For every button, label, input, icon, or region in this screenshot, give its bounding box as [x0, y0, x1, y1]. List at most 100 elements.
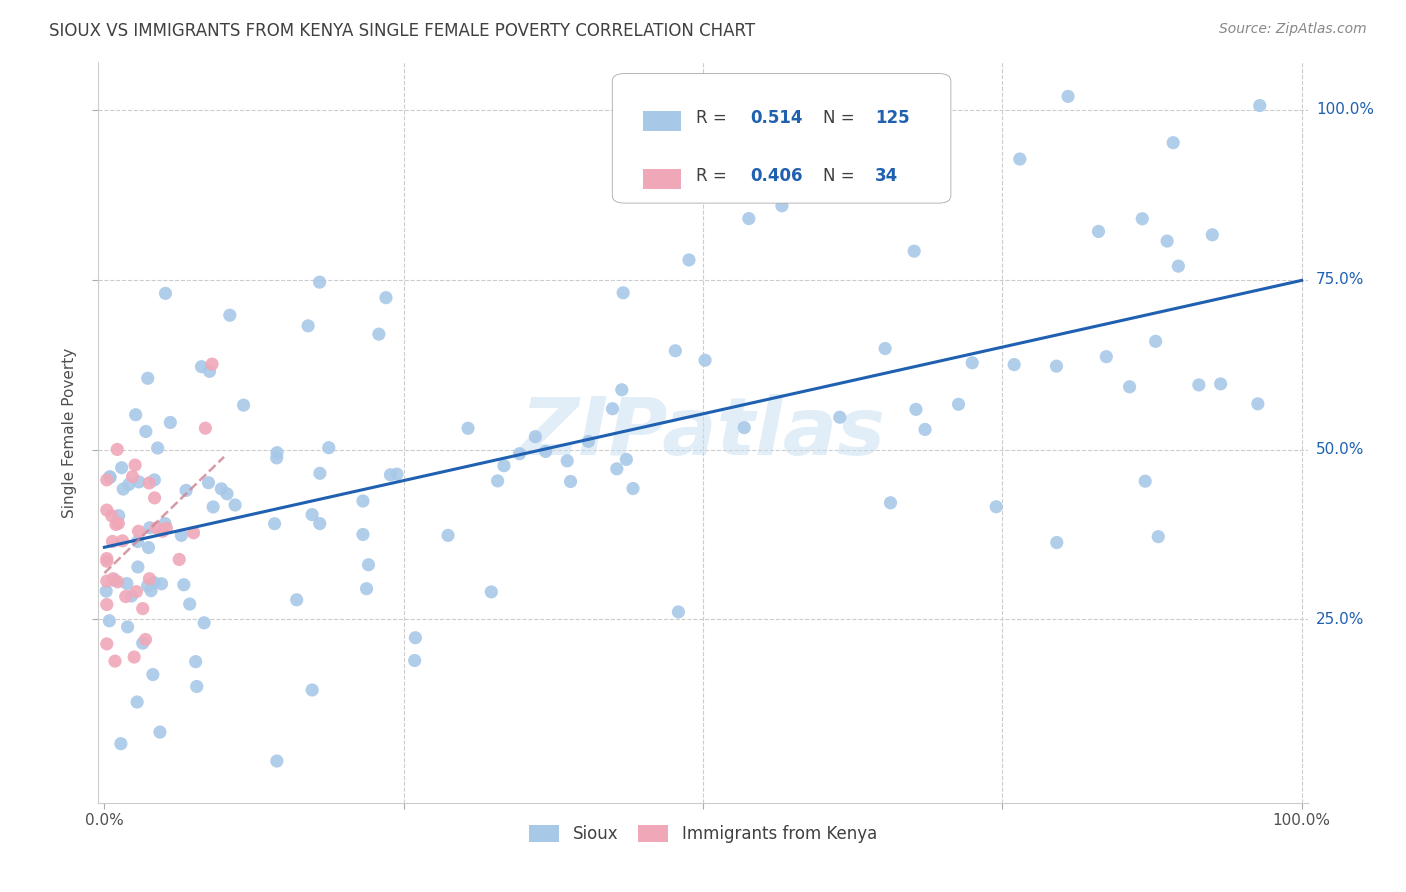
- Point: [875, 342, 897, 356]
- Point: [215, 487, 238, 501]
- Point: [948, 397, 970, 411]
- Point: [138, 475, 160, 490]
- Point: [143, 491, 166, 505]
- Point: [614, 452, 637, 467]
- Point: [1095, 350, 1118, 364]
- Point: [404, 631, 426, 645]
- FancyBboxPatch shape: [613, 73, 950, 203]
- Point: [479, 585, 502, 599]
- Point: [266, 445, 288, 459]
- Text: 34: 34: [875, 167, 898, 185]
- Point: [602, 401, 624, 416]
- Point: [1188, 378, 1211, 392]
- Point: [122, 650, 145, 665]
- Point: [733, 420, 755, 434]
- Point: [218, 308, 240, 322]
- Point: [184, 655, 207, 669]
- Point: [1118, 380, 1140, 394]
- Point: [1201, 227, 1223, 242]
- Point: [96, 598, 118, 612]
- Point: [107, 574, 129, 589]
- Point: [612, 285, 634, 300]
- Text: 0.406: 0.406: [751, 167, 803, 185]
- Point: [1045, 359, 1067, 373]
- Legend: Sioux, Immigrants from Kenya: Sioux, Immigrants from Kenya: [523, 819, 883, 850]
- Point: [357, 558, 380, 572]
- Text: 125: 125: [875, 109, 910, 127]
- Point: [486, 474, 509, 488]
- Point: [1002, 358, 1025, 372]
- Text: 100.0%: 100.0%: [1316, 103, 1374, 118]
- Point: [194, 421, 217, 435]
- Point: [145, 521, 167, 535]
- Point: [170, 528, 193, 542]
- Point: [1133, 474, 1156, 488]
- Point: [128, 475, 150, 489]
- Point: [914, 422, 936, 436]
- Point: [110, 737, 132, 751]
- Point: [155, 286, 177, 301]
- FancyBboxPatch shape: [643, 169, 682, 189]
- Point: [115, 576, 138, 591]
- Point: [98, 614, 121, 628]
- Point: [174, 483, 197, 498]
- Text: ZIPatlas: ZIPatlas: [520, 393, 886, 472]
- Point: [136, 579, 159, 593]
- Point: [524, 430, 547, 444]
- Point: [143, 575, 166, 590]
- Point: [1057, 89, 1080, 103]
- Point: [125, 408, 148, 422]
- Point: [404, 653, 426, 667]
- Point: [138, 541, 160, 555]
- Point: [318, 441, 340, 455]
- Point: [98, 469, 121, 483]
- Point: [136, 371, 159, 385]
- Point: [693, 353, 716, 368]
- Point: [146, 441, 169, 455]
- Point: [352, 527, 374, 541]
- Point: [100, 508, 122, 523]
- Point: [678, 252, 700, 267]
- Point: [104, 654, 127, 668]
- Point: [606, 462, 628, 476]
- Point: [668, 605, 690, 619]
- Point: [114, 590, 136, 604]
- Point: [96, 551, 118, 566]
- Point: [509, 447, 531, 461]
- Point: [385, 467, 408, 481]
- Point: [142, 667, 165, 681]
- Point: [143, 473, 166, 487]
- Point: [153, 516, 176, 531]
- Point: [352, 494, 374, 508]
- Point: [1209, 376, 1232, 391]
- Text: Source: ZipAtlas.com: Source: ZipAtlas.com: [1219, 22, 1367, 37]
- Point: [139, 583, 162, 598]
- Point: [555, 454, 578, 468]
- Point: [167, 552, 190, 566]
- Point: [149, 725, 172, 739]
- Point: [1161, 136, 1184, 150]
- Point: [112, 482, 135, 496]
- Point: [578, 434, 600, 449]
- Point: [107, 516, 129, 531]
- Point: [193, 615, 215, 630]
- Point: [903, 244, 925, 259]
- Point: [266, 450, 288, 465]
- Point: [664, 343, 686, 358]
- Point: [266, 754, 288, 768]
- Text: R =: R =: [696, 109, 731, 127]
- Point: [155, 521, 177, 535]
- Point: [104, 517, 127, 532]
- Point: [960, 356, 983, 370]
- Point: [828, 410, 851, 425]
- Point: [201, 357, 224, 371]
- Point: [96, 473, 118, 487]
- Point: [263, 516, 285, 531]
- Point: [879, 496, 901, 510]
- Point: [127, 560, 149, 574]
- Point: [179, 597, 201, 611]
- Point: [367, 327, 389, 342]
- Point: [96, 574, 118, 588]
- Point: [131, 636, 153, 650]
- Point: [117, 620, 139, 634]
